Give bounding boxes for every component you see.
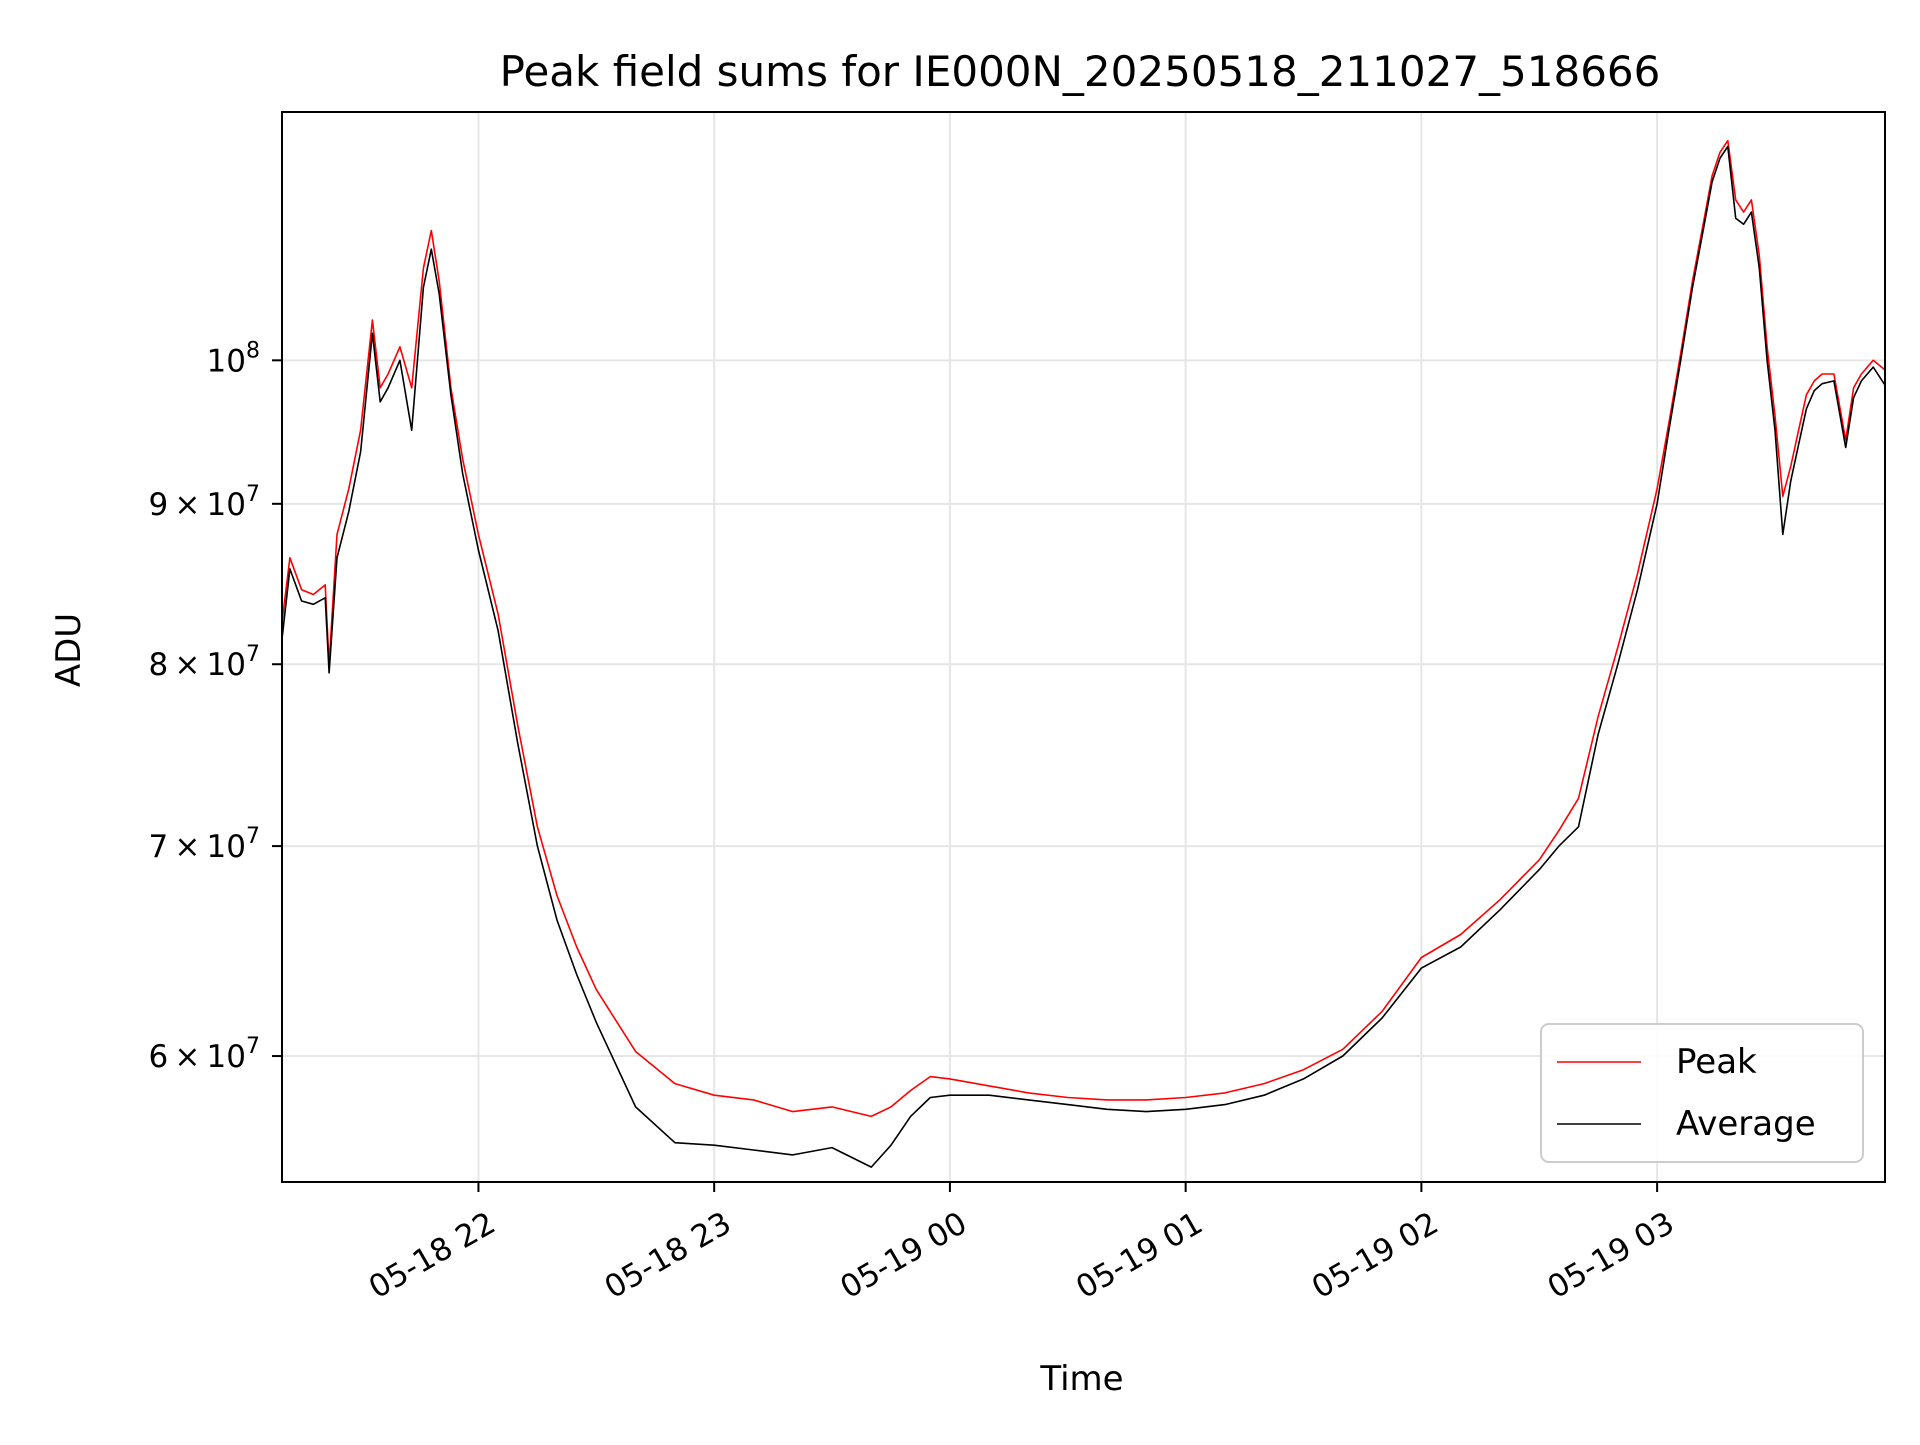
legend-label-peak: Peak [1676,1042,1757,1082]
legend: Peak Average [1540,1023,1864,1163]
y-tick-label: 108 [207,338,260,379]
series-line-average [282,145,1885,1168]
plot-frame [281,111,1886,1183]
x-axis-label: Time [1039,1359,1123,1399]
y-axis-ticks: 6 × 107 7 × 107 8 × 107 9 × 107 108 [148,338,282,1075]
chart-title: Peak field sums for IE000N_20250518_2110… [500,47,1661,96]
y-tick-label: 6 × 107 [148,1034,260,1075]
series [282,139,1885,1168]
y-tick-label: 9 × 107 [148,482,260,523]
y-tick-label: 7 × 107 [148,824,260,865]
legend-box [1540,1023,1864,1163]
legend-label-average: Average [1676,1104,1816,1144]
y-axis-label: ADU [49,613,89,687]
grid [282,112,1885,1182]
series-line-peak [282,139,1885,1118]
y-tick-label: 8 × 107 [148,642,260,683]
